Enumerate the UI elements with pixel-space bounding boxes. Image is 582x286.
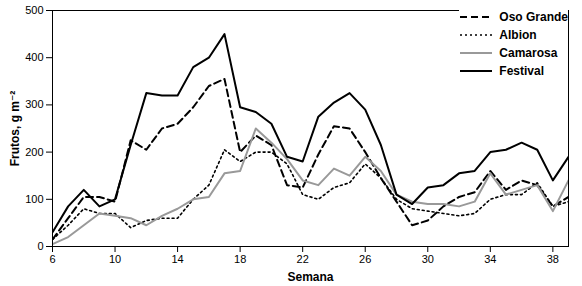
svg-text:500: 500: [25, 4, 43, 16]
svg-text:200: 200: [25, 146, 43, 158]
html-text:Festival: Festival: [499, 64, 544, 78]
svg-text:26: 26: [359, 253, 371, 265]
html-text:Camarosa: Camarosa: [499, 46, 558, 60]
svg-text:100: 100: [25, 193, 43, 205]
svg-text:0: 0: [37, 240, 43, 252]
svg-text:Frutos, g m⁻²: Frutos, g m⁻²: [8, 91, 22, 167]
svg-text:400: 400: [25, 51, 43, 63]
html-text:Oso Grande: Oso Grande: [499, 10, 568, 24]
svg-text:14: 14: [171, 253, 183, 265]
svg-text:Semana: Semana: [287, 270, 333, 284]
svg-text:18: 18: [234, 253, 246, 265]
svg-text:300: 300: [25, 98, 43, 110]
svg-text:6: 6: [49, 253, 55, 265]
svg-text:10: 10: [109, 253, 121, 265]
svg-text:22: 22: [297, 253, 309, 265]
svg-text:34: 34: [484, 253, 496, 265]
html-text:Albion: Albion: [499, 28, 537, 42]
svg-text:38: 38: [547, 253, 559, 265]
svg-text:30: 30: [422, 253, 434, 265]
